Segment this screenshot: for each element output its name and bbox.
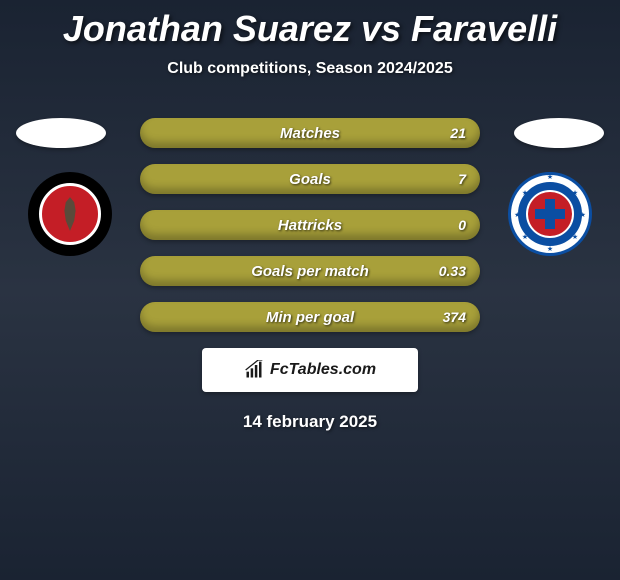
stat-value-right: 0.33 [439,263,466,279]
stat-row: Goals 7 [140,164,480,194]
tijuana-badge-icon [28,172,112,256]
stat-label: Goals [289,171,331,188]
stat-row: Min per goal 374 [140,302,480,332]
brand-logo-box[interactable]: FcTables.com [202,348,418,392]
stats-bars: Matches 21 Goals 7 Hattricks 0 Goals per… [140,118,480,332]
stat-value-right: 374 [443,309,466,325]
page-subtitle: Club competitions, Season 2024/2025 [0,60,620,78]
club-badge-right: ★ ★ ★ ★ ★ ★ ★ ★ [508,172,592,256]
date-text: 14 february 2025 [0,412,620,432]
content-area: ★ ★ ★ ★ ★ ★ ★ ★ Matches 21 Goals 7 Hattr… [0,118,620,432]
brand-name: FcTables.com [270,361,376,379]
page-title: Jonathan Suarez vs Faravelli [0,0,620,50]
stat-label: Matches [280,125,340,142]
club-badge-left [28,172,112,256]
player-photo-left [16,118,106,148]
stat-label: Goals per match [251,263,369,280]
stat-value-right: 0 [458,217,466,233]
player-photo-right [514,118,604,148]
stat-row: Goals per match 0.33 [140,256,480,286]
cruzazul-badge-icon: ★ ★ ★ ★ ★ ★ ★ ★ [508,172,592,256]
stat-row: Matches 21 [140,118,480,148]
stat-row: Hattricks 0 [140,210,480,240]
stat-value-right: 7 [458,171,466,187]
stat-label: Min per goal [266,309,354,326]
chart-icon [244,360,264,380]
stat-value-right: 21 [450,125,466,141]
stat-label: Hattricks [278,217,342,234]
